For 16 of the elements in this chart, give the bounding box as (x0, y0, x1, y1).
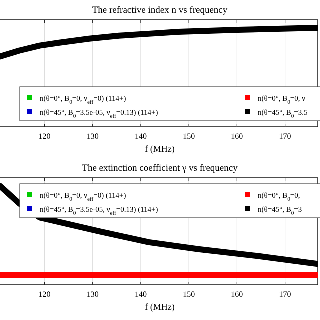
x-tick-label: 160 (231, 132, 244, 141)
x-tick-label: 170 (279, 132, 292, 141)
x-tick-label: 130 (86, 132, 99, 141)
x-axis-title: f (MHz) (145, 144, 175, 154)
chart-title: The refractive index n vs frequency (92, 6, 228, 16)
chart-title: The extinction coefficient γ vs frequency (82, 164, 238, 174)
x-tick-label: 150 (183, 132, 196, 141)
x-axis-title: f (MHz) (145, 302, 175, 312)
x-tick-label: 160 (231, 290, 244, 299)
x-tick-label: 150 (183, 290, 196, 299)
x-tick-label: 170 (279, 290, 292, 299)
x-tick-label: 120 (38, 290, 51, 299)
x-tick-label: 140 (134, 132, 147, 141)
x-tick-label: 120 (38, 132, 51, 141)
x-tick-label: 130 (86, 290, 99, 299)
x-tick-label: 140 (134, 290, 147, 299)
